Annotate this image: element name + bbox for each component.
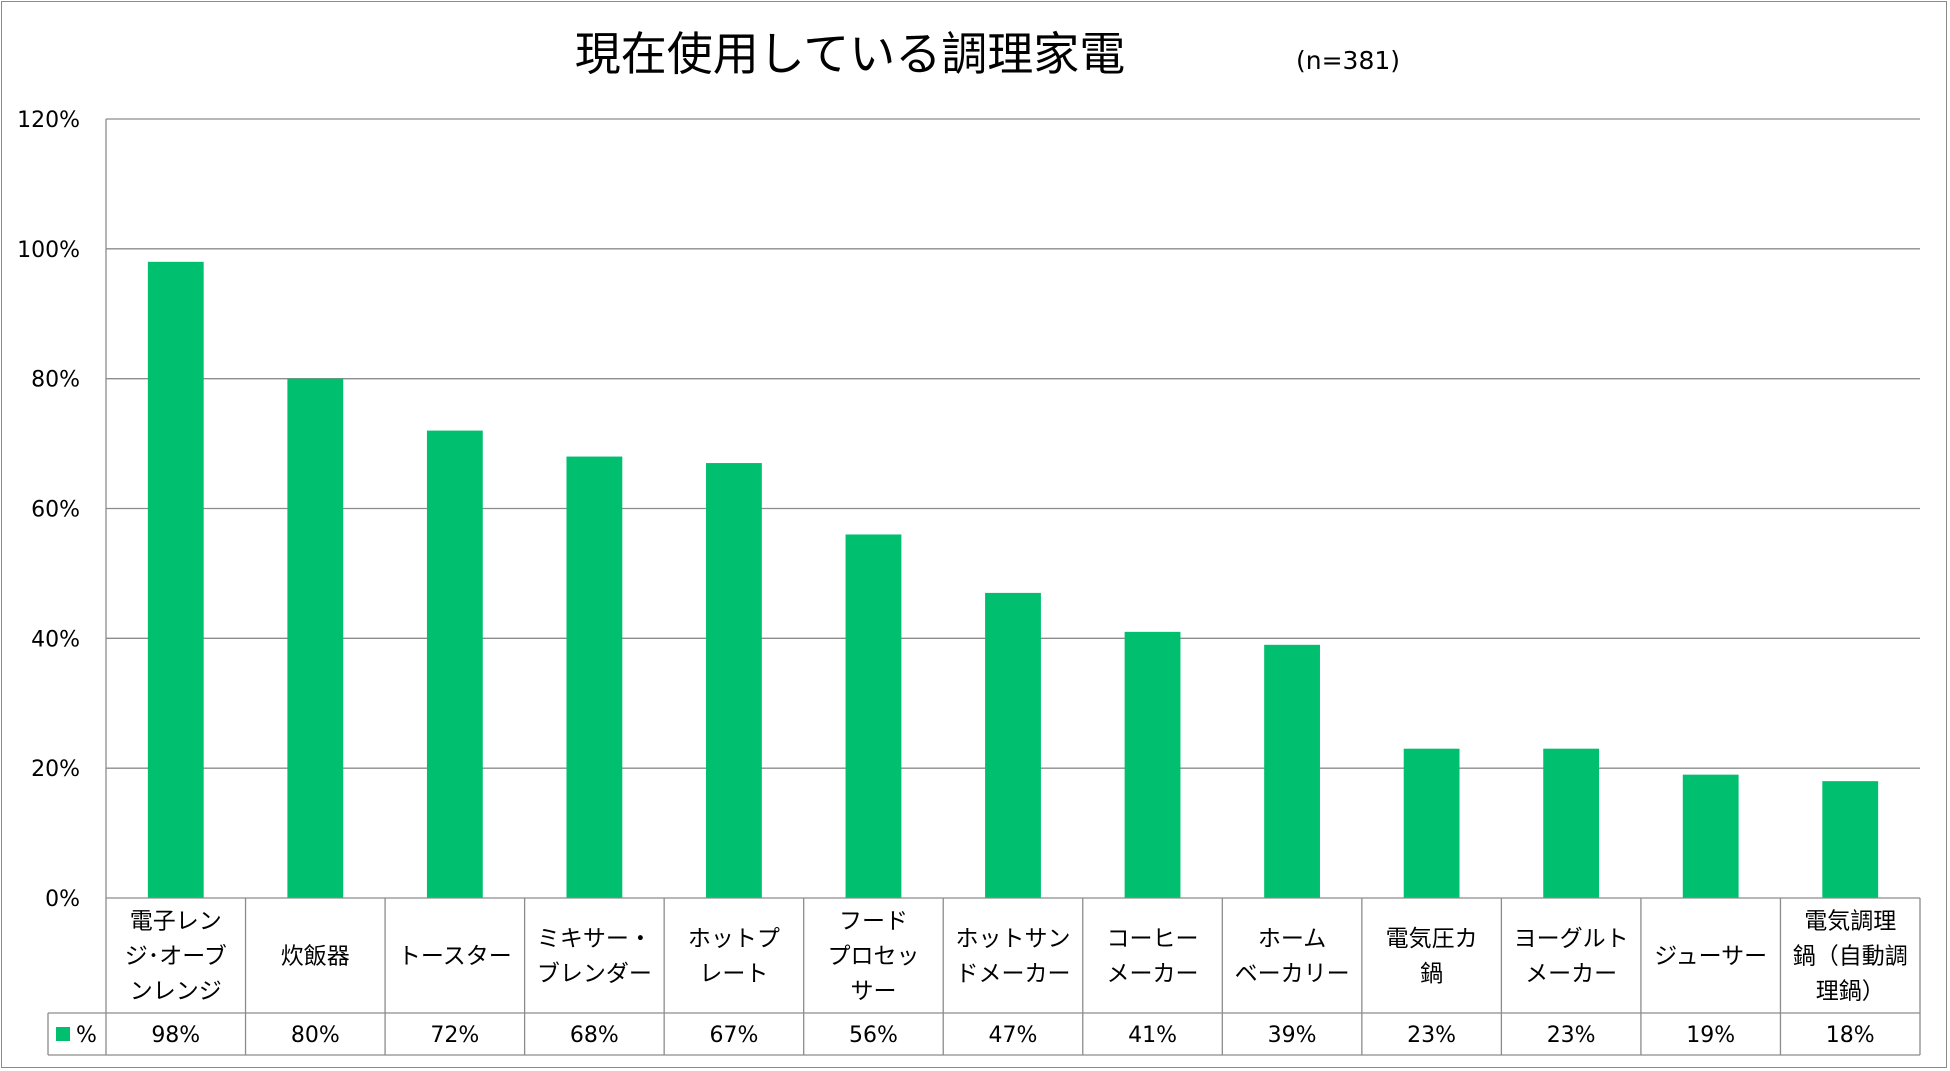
bar — [566, 456, 623, 898]
bar — [1124, 631, 1181, 898]
chart-title: 現在使用している調理家電 — [575, 27, 1126, 81]
bar — [1264, 644, 1320, 898]
y-tick-label: 60% — [31, 498, 80, 523]
category-label: トースター — [398, 944, 512, 970]
category-label: ヨーグルトメーカー — [1514, 926, 1629, 987]
bar — [706, 463, 762, 898]
data-table: 電子レンジ･オーブンレンジ 炊飯器 トースターミキサー・ブレンダーホットプレートフー… — [47, 897, 1921, 1056]
category-label: 電気調理鍋（自動調理鍋） — [1793, 909, 1908, 1005]
bar — [1543, 748, 1600, 898]
category-label: ホットプレート — [688, 926, 780, 987]
category-label: ホームベーカリー — [1235, 926, 1350, 987]
category-label: 炊飯器 — [281, 944, 350, 970]
data-value-label: 68% — [570, 1023, 619, 1048]
data-value-label: 23% — [1407, 1023, 1456, 1048]
data-value-label: 19% — [1686, 1023, 1735, 1048]
y-tick-label: 40% — [31, 627, 80, 652]
y-axis-ticks: 0% 20% 40% 60% 80% 100% 120% — [17, 108, 80, 912]
bar — [426, 430, 483, 898]
category-label: ジューサー — [1654, 944, 1767, 970]
bar — [1403, 748, 1460, 898]
gridlines — [105, 118, 1920, 898]
legend-label: % — [76, 1023, 97, 1048]
category-label: フードプロセッサー — [827, 909, 919, 1005]
category-label: 電子レンジ･オーブンレンジ — [125, 909, 227, 1005]
y-tick-label: 100% — [17, 238, 80, 263]
data-value-label: 39% — [1268, 1023, 1317, 1048]
data-value-label: 72% — [430, 1023, 479, 1048]
data-value-label: 56% — [849, 1023, 898, 1048]
data-value-label: 18% — [1826, 1023, 1875, 1048]
y-tick-label: 120% — [17, 108, 80, 133]
category-label: コーヒーメーカー — [1107, 926, 1199, 987]
bar — [1682, 774, 1739, 898]
bar — [147, 261, 204, 899]
data-value-label: 67% — [709, 1023, 758, 1048]
data-value-label: 80% — [291, 1023, 340, 1048]
y-tick-label: 0% — [45, 887, 80, 912]
data-value-label: 23% — [1547, 1023, 1596, 1048]
y-tick-label: 80% — [31, 368, 80, 393]
bar — [845, 534, 902, 898]
chart-subtitle: (n=381) — [1296, 46, 1400, 75]
legend-swatch — [56, 1027, 70, 1041]
category-label: 電気圧カ鍋 — [1386, 926, 1478, 987]
bar — [287, 378, 344, 899]
y-tick-label: 20% — [31, 757, 80, 782]
bars — [147, 261, 1879, 899]
data-value-label: 41% — [1128, 1023, 1177, 1048]
bar — [985, 592, 1041, 898]
category-label: ミキサー・ブレンダー — [537, 926, 652, 987]
category-label: ホットサンドメーカー — [956, 926, 1071, 987]
data-value-label: 47% — [989, 1023, 1038, 1048]
data-value-label: 98% — [151, 1023, 200, 1048]
bar — [1822, 781, 1879, 898]
